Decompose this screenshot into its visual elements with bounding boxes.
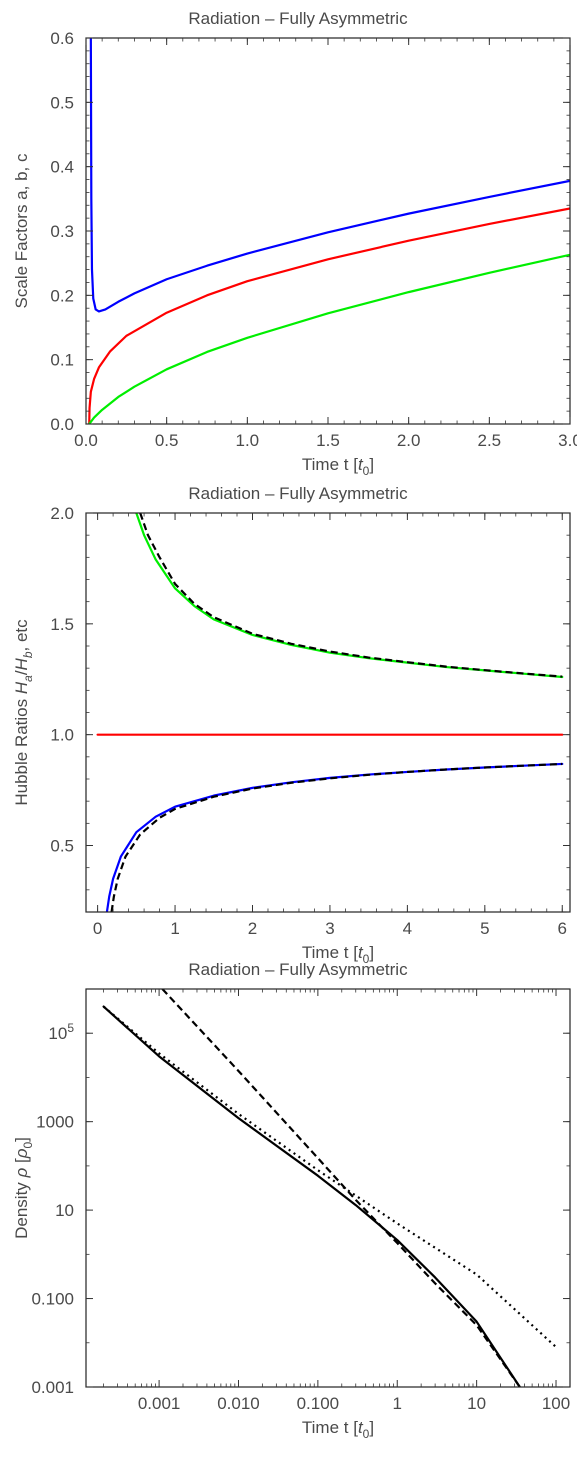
x-axis-label: Time t [t0]	[302, 455, 374, 478]
x-tick-label: 0.001	[138, 1394, 181, 1413]
y-tick-label: 10	[55, 1201, 74, 1220]
x-tick-label: 1.0	[236, 431, 260, 450]
chart-1: Radiation – Fully Asymmetric 0.0 0.5 1.0 1.5…	[12, 9, 577, 478]
y-tick-label: 0.2	[50, 286, 74, 305]
y-tick-label: 0.5	[50, 837, 74, 856]
x-tick-label: 1	[170, 919, 179, 938]
y-tick-label: 2.0	[50, 504, 74, 523]
series-line-1	[89, 38, 570, 313]
y-tick-label: 0.001	[31, 1378, 74, 1397]
chart-title: Radiation – Fully Asymmetric	[188, 9, 408, 28]
x-axis-label: Time t [t0]	[302, 1418, 374, 1441]
series-line-1	[102, 1005, 521, 1387]
x-tick-label: 0.0	[74, 431, 98, 450]
series-line-2	[139, 513, 563, 678]
x-axis-label: Time t [t0]	[302, 943, 374, 966]
y-tick-label: 0.0	[50, 415, 74, 434]
x-tick-label: 0.010	[217, 1394, 260, 1413]
series-line-1	[135, 513, 564, 679]
plot-frame	[85, 988, 571, 1388]
series-group	[88, 38, 570, 424]
x-tick-label: 1.5	[316, 431, 340, 450]
x-tick-label: 0.5	[155, 431, 179, 450]
y-tick-label: 0.1	[50, 351, 74, 370]
x-tick-label: 0	[93, 919, 102, 938]
y-axis-label: Scale Factors a, b, c	[12, 153, 31, 308]
series-line-2	[88, 207, 570, 424]
y-tick-label: 0.6	[50, 29, 74, 48]
x-tick-label: 10	[467, 1394, 486, 1413]
chart-3: Radiation – Fully Asymmetric 0.001 0.010 0.…	[12, 960, 571, 1441]
y-tick-label: 105	[48, 1021, 74, 1043]
series-group	[102, 989, 557, 1387]
x-tick-label: 3.0	[558, 431, 577, 450]
y-tick-label: 0.100	[31, 1290, 74, 1309]
y-axis-label: Density ρ [ρ0]	[12, 1137, 35, 1239]
series-line-5	[110, 762, 563, 912]
y-tick-label: 0.4	[50, 158, 74, 177]
chart-2: Radiation – Fully Asymmetric 0 1 2 3 4 5 6 0.5 1.…	[12, 484, 571, 966]
y-tick-label: 0.5	[50, 93, 74, 112]
x-tick-label: 3	[325, 919, 334, 938]
x-tick-label: 6	[558, 919, 567, 938]
series-line-2	[161, 989, 521, 1387]
series-line-4	[105, 762, 564, 912]
x-tick-label: 2.5	[478, 431, 502, 450]
y-axis-label: Hubble Ratios Ha/Hb, etc	[12, 619, 35, 806]
x-tick-label: 4	[403, 919, 412, 938]
series-group	[96, 513, 564, 912]
x-tick-label: 0.100	[297, 1394, 340, 1413]
x-tick-label: 100	[542, 1394, 570, 1413]
y-tick-label: 1.0	[50, 726, 74, 745]
plot-frame	[85, 37, 571, 425]
y-tick-label: 0.3	[50, 222, 74, 241]
plot-frame	[85, 512, 571, 913]
x-tick-label: 5	[480, 919, 489, 938]
x-tick-label: 2	[248, 919, 257, 938]
x-tick-label: 1	[393, 1394, 402, 1413]
chart-title: Radiation – Fully Asymmetric	[188, 484, 408, 503]
x-tick-label: 2.0	[397, 431, 421, 450]
chart-title: Radiation – Fully Asymmetric	[188, 960, 408, 979]
y-tick-label: 1.5	[50, 615, 74, 634]
series-line-3	[88, 253, 570, 424]
series-line-3	[102, 1005, 557, 1348]
y-tick-label: 1000	[36, 1113, 74, 1132]
